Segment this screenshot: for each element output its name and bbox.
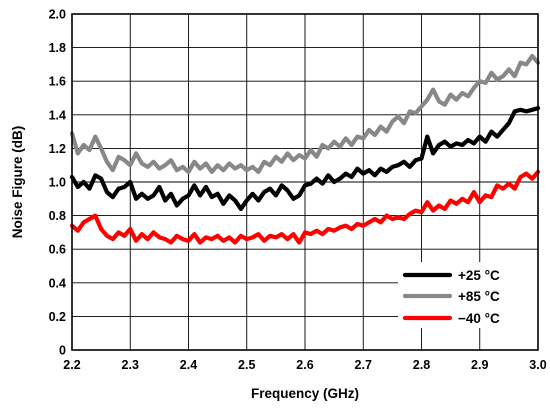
grid-lines <box>72 14 538 350</box>
y-tick-label: 1.6 <box>49 75 66 89</box>
plot-frame <box>71 13 539 351</box>
x-tick-label: 2.3 <box>122 358 139 372</box>
x-tick-label: 2.2 <box>63 358 80 372</box>
x-axis-ticks: 2.2 2.3 2.4 2.5 2.6 2.7 2.8 2.9 3.0 <box>63 358 546 372</box>
y-tick-label: 1.8 <box>49 41 66 55</box>
x-tick-label: 3.0 <box>529 358 546 372</box>
x-axis-label: Frequency (GHz) <box>251 386 359 401</box>
series-lines <box>69 53 541 245</box>
y-tick-label: 0.2 <box>49 310 66 324</box>
y-tick-label: 0 <box>59 344 66 358</box>
legend-label-plus85: +85 °C <box>458 289 500 304</box>
x-tick-label: 2.4 <box>180 358 197 372</box>
legend-label-plus25: +25 °C <box>458 268 500 283</box>
y-tick-label: 0.8 <box>49 209 66 223</box>
x-tick-label: 2.6 <box>296 358 313 372</box>
legend: +25 °C +85 °C −40 °C <box>398 262 539 328</box>
x-tick-label: 2.7 <box>355 358 372 372</box>
y-tick-label: 1.4 <box>49 108 66 122</box>
series-line-minus40 <box>69 169 541 245</box>
x-tick-label: 2.5 <box>238 358 255 372</box>
x-tick-label: 2.9 <box>471 358 488 372</box>
series-line-plus25 <box>69 105 541 211</box>
series-line-plus85 <box>69 53 541 174</box>
y-tick-label: 0.6 <box>49 243 66 257</box>
y-tick-label: 1.0 <box>49 176 66 190</box>
y-tick-label: 1.2 <box>49 142 66 156</box>
y-tick-label: 0.4 <box>49 276 66 290</box>
y-axis-ticks: 0 0.2 0.4 0.6 0.8 1.0 1.2 1.4 1.6 1.8 2.0 <box>49 8 66 358</box>
x-tick-label: 2.8 <box>413 358 430 372</box>
y-axis-label: Noise Figure (dB) <box>10 126 25 239</box>
legend-label-minus40: −40 °C <box>458 311 500 326</box>
y-tick-label: 2.0 <box>49 8 66 22</box>
